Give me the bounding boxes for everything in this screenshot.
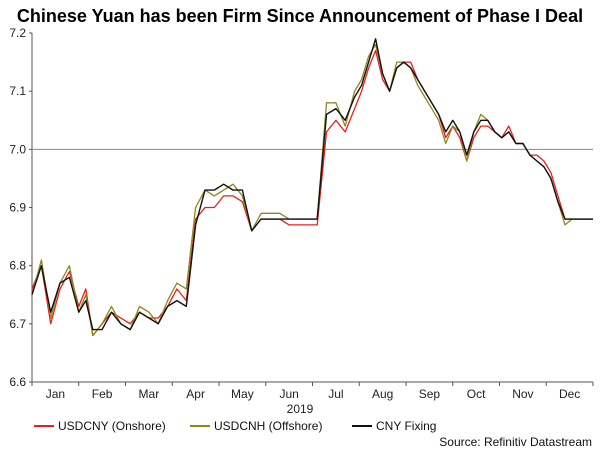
- x-axis-label: 2019: [287, 402, 314, 416]
- series-line-usdcnh-offshore: [31, 43, 593, 337]
- series-line-cny-fixing: [31, 38, 593, 331]
- legend-label-usdcnh-offshore: USDCNH (Offshore): [214, 419, 322, 433]
- y-tick-label: 7.2: [9, 26, 26, 40]
- x-tick-label: Oct: [467, 387, 486, 401]
- series-layer: [31, 38, 593, 337]
- chart-title: Chinese Yuan has been Firm Since Announc…: [17, 6, 583, 26]
- x-tick-label: Aug: [372, 387, 393, 401]
- axes: 6.6 6.7 6.8 6.9 7.0 7.1 7.2 Jan Feb Mar Apr May Jun J…: [9, 26, 594, 401]
- y-tick-label: 6.6: [9, 375, 26, 389]
- y-tick-label: 6.7: [9, 317, 26, 331]
- x-tick-label: Dec: [559, 387, 580, 401]
- x-tick-label: Mar: [139, 387, 160, 401]
- series-line-usdcny-onshore: [31, 49, 593, 337]
- x-tick-label: Sep: [419, 387, 441, 401]
- y-tick-label: 7.1: [9, 84, 26, 98]
- y-tick-label: 6.9: [9, 201, 26, 215]
- x-tick-label: Jan: [46, 387, 65, 401]
- legend-label-usdcny-onshore: USDCNY (Onshore): [58, 419, 166, 433]
- x-tick-label: Feb: [92, 387, 113, 401]
- y-tick-label: 7.0: [9, 142, 26, 156]
- x-tick-label: Apr: [186, 387, 205, 401]
- x-tick-label: Nov: [512, 387, 533, 401]
- x-tick-label: Jul: [328, 387, 343, 401]
- legend-label-cny-fixing: CNY Fixing: [376, 419, 436, 433]
- legend: USDCNY (Onshore) USDCNH (Offshore) CNY Fix…: [34, 419, 436, 433]
- source-note: Source: Refinitiv Datastream: [439, 435, 592, 449]
- x-tick-label: May: [231, 387, 254, 401]
- y-tick-label: 6.8: [9, 259, 26, 273]
- x-tick-label: Jun: [279, 387, 298, 401]
